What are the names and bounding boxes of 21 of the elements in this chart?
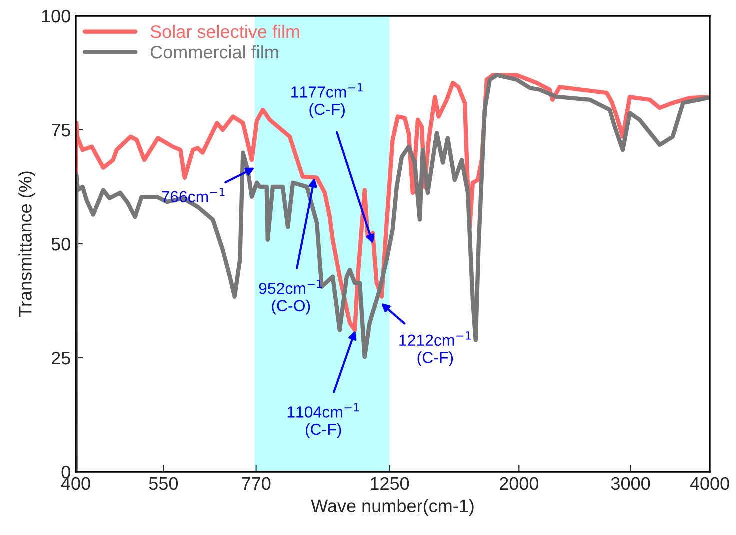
annotation: 766cm$^{−1}$ bbox=[162, 188, 225, 203]
x-tick-label: 400 bbox=[61, 477, 90, 490]
x-axis-title: Wave number(cm-1) bbox=[311, 499, 474, 516]
x-tick-label: 550 bbox=[149, 477, 178, 490]
x-tick-label: 770 bbox=[242, 477, 271, 490]
y-tick-label: 75 bbox=[52, 124, 70, 137]
x-tick-label: 3000 bbox=[611, 477, 650, 490]
x-tick-label: 4000 bbox=[690, 477, 730, 490]
legend-label: Solar selective film bbox=[150, 25, 300, 38]
annotation: 952cm$^{−1}$ (C-O) bbox=[259, 280, 322, 315]
annotation: 1212cm$^{−1}$ (C-F) bbox=[400, 332, 471, 367]
annotation: 1177cm$^{−1}$ (C-F) bbox=[292, 83, 363, 118]
y-tick-label: 50 bbox=[52, 238, 70, 251]
x-tick-label: 1250 bbox=[371, 477, 410, 490]
y-tick-label: 100 bbox=[42, 10, 70, 23]
annotation: 1104cm$^{−1}$ (C-F) bbox=[288, 403, 360, 438]
y-tick-label: 25 bbox=[52, 352, 70, 365]
legend-label: Commercial film bbox=[150, 45, 278, 59]
y-axis-title: Transmittance (%) bbox=[18, 172, 36, 317]
y-tick-label: 0 bbox=[62, 466, 70, 479]
x-tick-label: 2000 bbox=[500, 477, 539, 490]
